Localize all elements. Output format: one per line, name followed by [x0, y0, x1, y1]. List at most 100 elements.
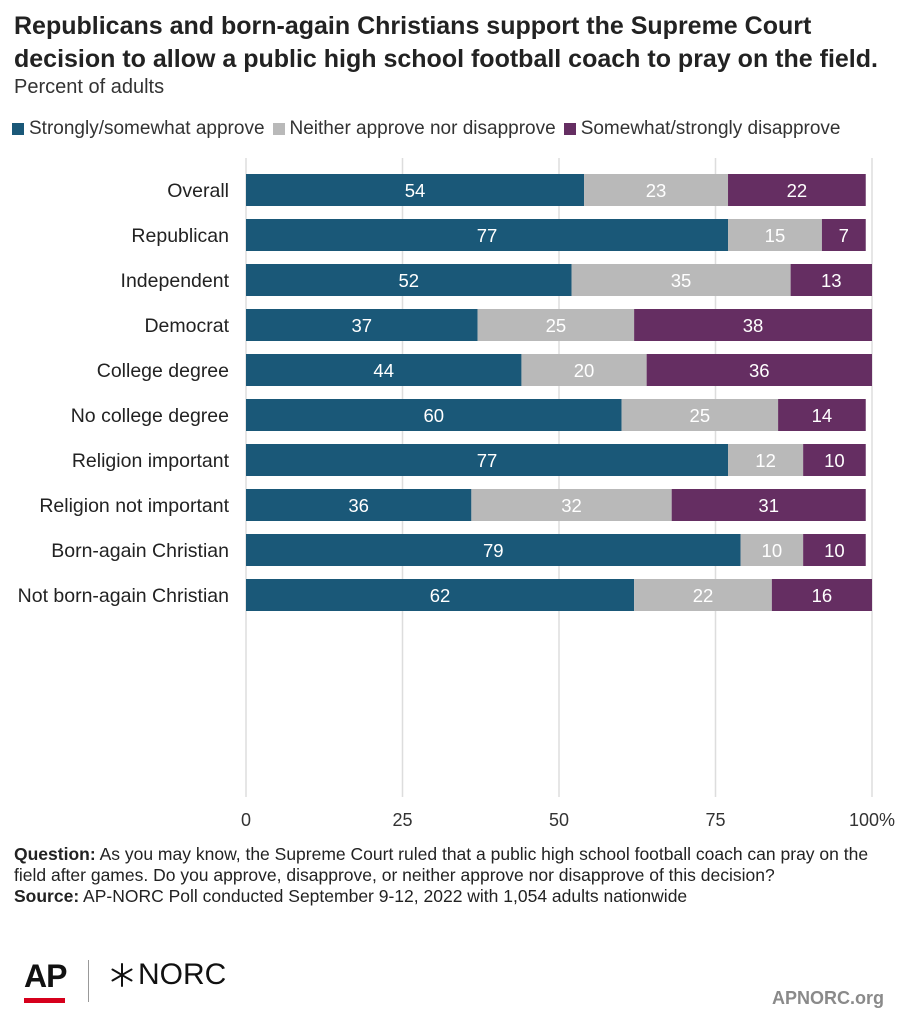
question-note: Question: As you may know, the Supreme C…: [14, 844, 894, 886]
bar-segment: [571, 264, 791, 296]
question-label: Question:: [14, 844, 96, 864]
category-label: Born-again Christian: [51, 540, 229, 562]
data-label: 22: [693, 585, 714, 606]
category-label: Democrat: [144, 315, 229, 337]
source-note: Source: AP-NORC Poll conducted September…: [14, 886, 894, 907]
bar-segment: [771, 579, 872, 611]
bar-segment: [728, 444, 804, 476]
legend-swatch-approve: [12, 123, 24, 135]
bar-segment: [790, 264, 872, 296]
data-label: 10: [824, 540, 845, 561]
x-tick-label: 100%: [849, 810, 895, 830]
bar-segment: [246, 444, 729, 476]
data-label: 23: [646, 180, 667, 201]
category-label: Not born-again Christian: [18, 585, 229, 607]
data-label: 52: [398, 270, 419, 291]
legend-label-disapprove: Somewhat/strongly disapprove: [580, 118, 841, 139]
chart-notes: Question: As you may know, the Supreme C…: [14, 844, 894, 907]
x-tick-label: 25: [392, 810, 412, 830]
x-tick-label: 75: [705, 810, 725, 830]
star-burst-icon: [111, 963, 133, 987]
bar-segment: [246, 264, 572, 296]
category-label: No college degree: [71, 405, 229, 427]
bar-segment: [803, 534, 866, 566]
data-label: 36: [348, 495, 369, 516]
bar-segment: [740, 534, 804, 566]
bar-segment: [634, 309, 872, 341]
data-label: 22: [787, 180, 808, 201]
data-label: 77: [477, 450, 498, 471]
chart-subtitle: Percent of adults: [14, 76, 165, 98]
data-label: 25: [546, 315, 567, 336]
bar-segment: [728, 174, 866, 206]
data-label: 15: [765, 225, 786, 246]
data-label: 54: [405, 180, 426, 201]
data-label: 25: [690, 405, 711, 426]
data-label: 31: [758, 495, 779, 516]
bar-segment: [521, 354, 647, 386]
data-label: 14: [812, 405, 833, 426]
x-tick-label: 50: [549, 810, 569, 830]
data-label: 37: [352, 315, 373, 336]
bar-segment: [821, 219, 866, 251]
data-label: 35: [671, 270, 692, 291]
bar-segment: [246, 354, 522, 386]
category-label: Independent: [121, 270, 230, 292]
data-label: 12: [755, 450, 776, 471]
category-label: Religion not important: [39, 495, 229, 517]
data-label: 79: [483, 540, 504, 561]
category-label: Religion important: [72, 450, 230, 472]
data-label: 7: [839, 225, 849, 246]
norc-logo-text: NORC: [138, 958, 227, 991]
bar-segment: [471, 489, 672, 521]
bar-segment: [634, 579, 772, 611]
data-label: 44: [373, 360, 394, 381]
legend-label-approve: Strongly/somewhat approve: [29, 118, 265, 139]
data-label: 10: [762, 540, 783, 561]
bar-chart: 0 25 50 75 100% Overall 54 23 22 Republican 77 15 7 I…: [18, 158, 895, 830]
bar-segment: [646, 354, 872, 386]
bar-segment: [477, 309, 635, 341]
source-label: Source:: [14, 886, 80, 906]
data-label: 20: [574, 360, 595, 381]
bar-segment: [246, 489, 472, 521]
site-url: APNORC.org: [772, 988, 884, 1008]
bar-segment: [246, 309, 478, 341]
data-label: 13: [821, 270, 842, 291]
data-label: 77: [477, 225, 498, 246]
category-label: Republican: [131, 225, 229, 247]
legend-item-disapprove: Somewhat/strongly disapprove: [563, 118, 841, 140]
bar-segment: [621, 399, 779, 431]
category-label: College degree: [97, 360, 229, 382]
bar-segment: [246, 399, 622, 431]
x-tick-label: 0: [241, 810, 251, 830]
bar-segment: [246, 174, 585, 206]
data-label: 62: [430, 585, 451, 606]
legend-swatch-disapprove: [563, 123, 576, 135]
bar-segment: [671, 489, 866, 521]
ap-logo-underline: [24, 998, 65, 1003]
bar-segment: [246, 534, 741, 566]
bar-segment: [584, 174, 729, 206]
data-label: 10: [824, 450, 845, 471]
bar-segment: [803, 444, 866, 476]
logo-divider: [88, 960, 89, 1002]
data-label: 60: [424, 405, 445, 426]
chart-title: Republicans and born-again Christians su…: [14, 12, 878, 73]
question-text: As you may know, the Supreme Court ruled…: [14, 844, 869, 885]
data-label: 36: [749, 360, 770, 381]
bar-segment: [246, 579, 635, 611]
legend-label-neither: Neither approve nor disapprove: [289, 118, 556, 139]
legend-item-approve: Strongly/somewhat approve: [12, 118, 265, 140]
bar-segment: [246, 219, 729, 251]
legend-swatch-neither: [272, 123, 285, 135]
data-label: 32: [561, 495, 582, 516]
bar-segment: [778, 399, 866, 431]
data-label: 38: [743, 315, 764, 336]
data-label: 16: [812, 585, 833, 606]
category-label: Overall: [167, 180, 229, 202]
source-text: AP-NORC Poll conducted September 9-12, 2…: [79, 886, 688, 906]
legend-item-neither: Neither approve nor disapprove: [272, 118, 556, 140]
norc-logo: NORC: [110, 958, 226, 992]
legend: Strongly/somewhat approve Neither approv…: [12, 118, 849, 140]
